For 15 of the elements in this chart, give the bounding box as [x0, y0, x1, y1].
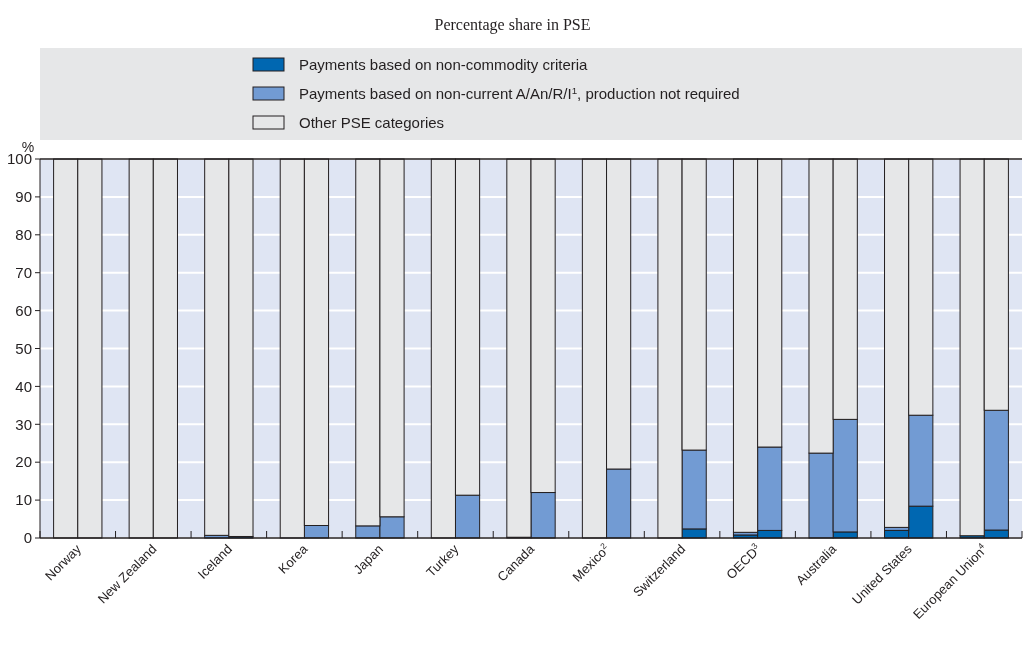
- legend-label: Other PSE categories: [299, 114, 445, 131]
- y-tick-label: 40: [15, 377, 32, 395]
- y-tick-label: 90: [15, 188, 32, 206]
- y-tick-label: 70: [15, 263, 32, 281]
- legend-label: Payments based on non-current A/An/R/I$^{1}$, production not required: [299, 84, 740, 102]
- y-tick-label: 10: [15, 491, 32, 509]
- y-tick-label: 20: [15, 453, 32, 471]
- y-tick-label: 30: [15, 415, 32, 433]
- y-tick-label: 50: [15, 339, 32, 357]
- y-tick-label: 80: [15, 226, 32, 244]
- y-axis-title: %: [21, 139, 35, 155]
- y-tick-label: 60: [15, 301, 32, 319]
- y-tick-label: 0: [23, 529, 32, 547]
- chart-subtitle: Percentage share in PSE: [434, 16, 591, 34]
- legend-label: Payments based on non-commodity criteria: [299, 56, 589, 73]
